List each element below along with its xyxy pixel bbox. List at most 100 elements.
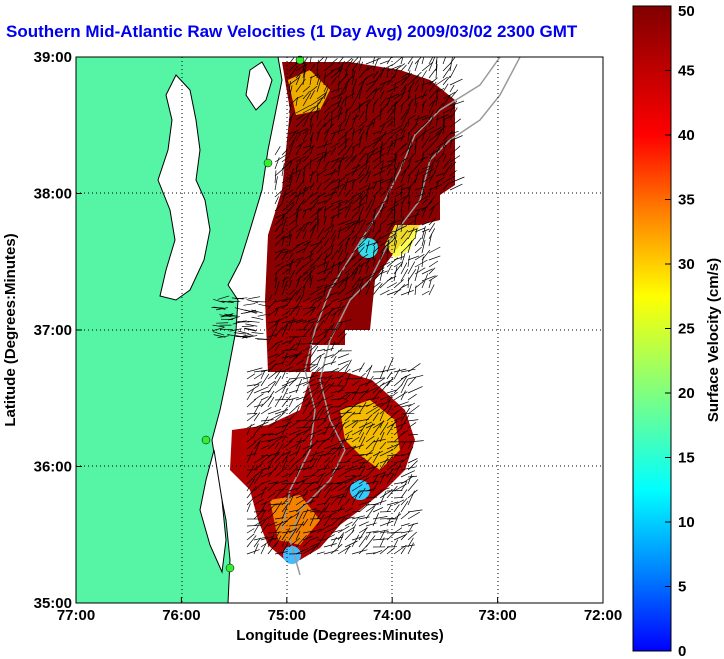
velocity-vector [316,284,325,289]
velocity-vector [267,294,273,303]
velocity-vector [365,468,375,478]
velocity-vector [323,62,335,72]
velocity-vector [330,186,338,198]
velocity-vector [260,486,267,499]
velocity-vector [288,177,293,191]
velocity-vector [379,365,386,380]
velocity-vector [323,252,332,261]
velocity-vector [400,251,403,261]
velocity-vector [330,389,345,394]
velocity-vector [253,484,261,492]
velocity-vector [253,471,263,485]
velocity-vector [351,70,356,86]
velocity-vector [358,544,368,555]
velocity-vector [316,267,332,275]
velocity-vector [309,170,318,177]
velocity-vector [323,482,333,492]
velocity-vector [274,411,287,422]
velocity-vector [323,215,327,226]
velocity-vector [379,459,390,464]
velocity-vector [302,474,316,478]
velocity-vector [330,348,343,359]
velocity-vector [330,465,340,478]
velocity-vector [379,457,389,471]
velocity-vector [330,157,340,170]
velocity-vector [337,321,343,331]
velocity-vector [281,530,292,534]
velocity-vector [407,283,412,296]
velocity-vector [281,276,290,282]
velocity-vector [217,335,230,339]
colorbar-label: Surface Velocity (cm/s) [705,258,722,422]
velocity-vector [365,531,371,541]
velocity-vector [309,381,324,387]
speed-highlight-2 [340,400,400,470]
velocity-vector [213,298,225,304]
velocity-vector [344,434,350,443]
velocity-vector [386,454,398,457]
velocity-vector [365,119,373,135]
velocity-vector [251,309,263,314]
velocity-vector [316,305,328,317]
velocity-vector [295,63,308,72]
velocity-vector [288,335,296,345]
velocity-vector [372,550,383,555]
velocity-vector [372,507,384,513]
velocity-vector [330,306,345,310]
velocity-vector [344,530,355,541]
velocity-vector [379,63,395,72]
velocity-vector [288,398,294,408]
velocity-vector [251,332,264,335]
velocity-vector [302,353,311,359]
velocity-vector [358,76,369,86]
velocity-vector [407,402,416,408]
velocity-vector [365,386,378,394]
velocity-vector [295,547,309,555]
velocity-vector [344,106,352,114]
velocity-vector [351,515,365,520]
velocity-vector [358,503,370,513]
velocity-vector [323,421,331,436]
velocity-vector [400,209,403,219]
velocity-vector [449,100,465,107]
velocity-vector [316,236,324,247]
velocity-vector [407,393,417,401]
velocity-vector [330,261,335,275]
y-tick-label: 37:00 [34,322,72,339]
velocity-vector [288,243,301,254]
velocity-vector [274,340,283,345]
velocity-vector [351,192,362,198]
velocity-vector [309,528,322,534]
velocity-vector [421,127,427,142]
velocity-vector [295,328,308,331]
velocity-vector [323,177,331,184]
velocity-vector [442,114,445,128]
velocity-vector [302,489,309,499]
velocity-vector [344,142,354,156]
velocity-vector [358,460,366,471]
velocity-vector [386,463,397,471]
bathymetry-contour-2 [281,57,501,531]
velocity-vector [274,395,283,408]
velocity-vector [365,140,379,149]
velocity-vector [267,320,279,324]
velocity-vector [372,408,381,415]
velocity-vector [407,74,420,86]
velocity-vector [365,480,378,485]
velocity-vector [330,312,337,324]
velocity-vector [288,252,294,261]
velocity-vector [379,289,390,296]
velocity-vector [358,452,373,457]
velocity-vector [295,466,311,471]
velocity-vector [344,267,352,275]
velocity-vector [288,279,293,289]
velocity-vector [267,413,282,422]
velocity-vector [365,128,369,142]
velocity-vector [421,256,424,268]
velocity-vector [274,170,277,184]
velocity-vector [295,259,301,268]
velocity-vector [421,175,434,184]
velocity-vector [365,522,377,527]
velocity-vector [337,125,342,135]
velocity-vector [302,481,315,492]
